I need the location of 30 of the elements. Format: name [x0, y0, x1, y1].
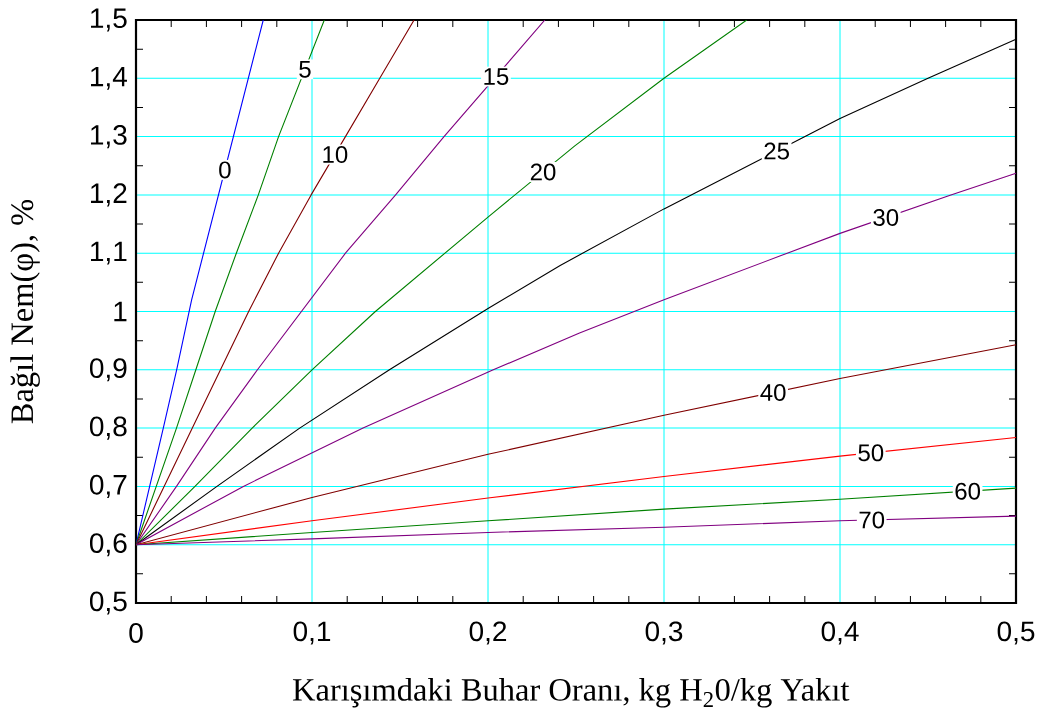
x-axis-title: Karışımdaki Buhar Oranı, kg H$_{2}$0/kg Yakıt: [292, 678, 850, 708]
series-label: 40: [760, 384, 786, 401]
y-tick-label: 1,2: [91, 183, 127, 207]
y-tick-label: 1,1: [91, 241, 127, 265]
series-label: 20: [530, 163, 556, 181]
y-tick-label: 1: [114, 301, 127, 322]
x-tick-label: 0: [129, 623, 143, 643]
y-tick-label: 0,6: [89, 533, 127, 557]
x-tick-label: 0,1: [293, 621, 331, 645]
series-label: 25: [764, 142, 789, 160]
x-tick-label: 0,2: [469, 621, 507, 645]
x-tick-label: 0,5: [997, 621, 1035, 645]
y-tick-label: 1,5: [91, 8, 127, 32]
y-axis-title: Bağıl Nem(φ), %: [10, 199, 40, 424]
series-label: 60: [955, 482, 981, 500]
series-label: 15: [484, 68, 509, 85]
series-label: 10: [323, 146, 348, 164]
y-tick-label: 0,7: [89, 474, 127, 498]
series-label: 5: [299, 60, 311, 78]
series-label: 0: [219, 161, 231, 179]
series-label: 30: [873, 209, 899, 226]
y-tick-label: 0,9: [89, 358, 127, 382]
x-tick-label: 0,3: [645, 621, 683, 645]
series-label: 70: [859, 511, 885, 529]
y-tick-label: 0,8: [89, 416, 127, 440]
y-tick-label: 0,5: [89, 591, 127, 615]
y-tick-label: 1,4: [91, 66, 127, 90]
x-tick-label: 0,4: [821, 621, 859, 645]
series-label: 50: [858, 444, 884, 462]
y-tick-label: 1,3: [91, 125, 127, 149]
